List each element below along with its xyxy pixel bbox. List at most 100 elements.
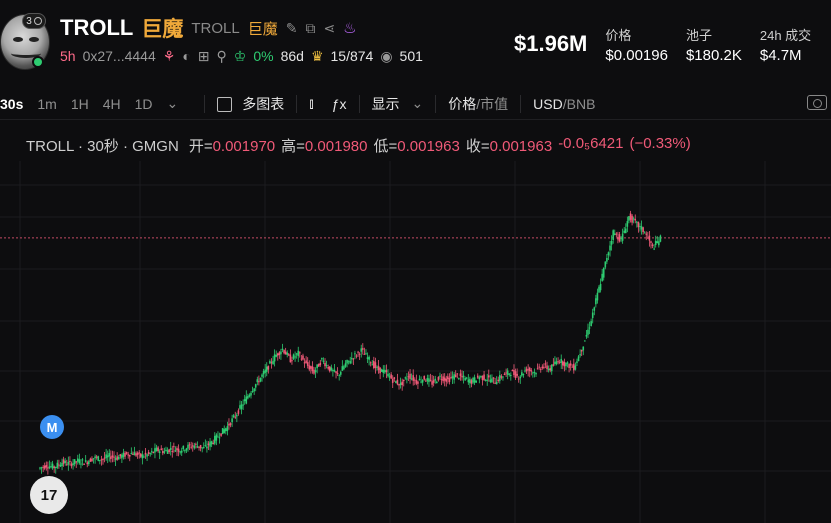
candle-type-icon[interactable]: ⫾ xyxy=(309,95,314,111)
candle xyxy=(231,414,233,427)
interval-1h[interactable]: 1H xyxy=(70,95,89,112)
meta-row: 5h 0x27...4444 ⚘ ◐ ⊞ ⚲ ♔ 0% 86d ♛ 15/874… xyxy=(60,46,423,66)
candle-body xyxy=(580,349,583,352)
candle xyxy=(215,433,218,446)
candle xyxy=(54,466,57,474)
candle xyxy=(431,375,433,388)
tradingview-logo[interactable]: 17 xyxy=(30,476,68,514)
candle-body xyxy=(48,466,51,469)
candle-body xyxy=(654,240,657,246)
candle-body xyxy=(467,379,470,383)
candle xyxy=(376,365,378,371)
candle xyxy=(59,462,62,468)
candle-body xyxy=(497,379,500,382)
candle-body xyxy=(61,462,63,467)
candle xyxy=(418,375,421,381)
contract-address[interactable]: 0x27...4444 xyxy=(82,48,156,64)
candle xyxy=(407,371,410,381)
price-toggle[interactable]: 价格 xyxy=(448,95,477,112)
candle-body xyxy=(196,446,199,448)
candle-body xyxy=(599,283,602,291)
candle xyxy=(128,454,131,462)
chart-toolbar: 30s 1m 1H 4H 1D ⌄ 多图表 ⫾ ƒx 显示 ⌄ 价格 / 市值 … xyxy=(0,88,831,120)
candle xyxy=(113,451,115,462)
candle xyxy=(634,214,637,224)
legend-change: -0.0₅6421 xyxy=(558,135,624,152)
candle-body xyxy=(174,450,177,452)
flame-icon: ♨ xyxy=(343,20,357,37)
candle-body xyxy=(54,466,57,468)
intervals-chevron-down-icon[interactable]: ⌄ xyxy=(166,95,179,111)
interval-4h[interactable]: 4H xyxy=(102,95,121,112)
candle-body xyxy=(450,377,452,379)
candle-body xyxy=(338,374,340,376)
candle xyxy=(532,371,534,378)
share-icon[interactable]: ⋖ xyxy=(323,19,336,36)
candle-body xyxy=(173,446,175,448)
candle-body xyxy=(84,460,87,462)
price-chart[interactable]: TROLL · 30秒 · GMGN 开=0.001970 高=0.001980… xyxy=(0,121,831,523)
copy-icon[interactable]: ⧉ xyxy=(305,19,316,36)
candle xyxy=(250,391,252,399)
candle-body xyxy=(64,460,66,464)
candle-body xyxy=(598,286,600,293)
candle-body xyxy=(640,226,643,230)
candle-body xyxy=(371,364,374,366)
dev-icon[interactable]: ◐ xyxy=(182,48,191,64)
candle xyxy=(451,371,454,385)
candle-body xyxy=(59,464,62,467)
candle xyxy=(541,364,544,370)
camera-icon[interactable] xyxy=(807,95,827,110)
candle-body xyxy=(462,375,465,378)
chart-icon[interactable]: ⊞ xyxy=(197,47,210,64)
candle xyxy=(426,374,429,385)
bnb-toggle[interactable]: BNB xyxy=(566,95,596,112)
candle xyxy=(601,269,603,282)
candle xyxy=(265,362,268,377)
candle xyxy=(631,213,633,226)
display-menu[interactable]: 显示 xyxy=(371,95,400,112)
candle xyxy=(355,354,358,359)
candle xyxy=(182,445,185,452)
candle-body xyxy=(250,392,252,396)
candle xyxy=(69,456,71,466)
candle-body xyxy=(302,355,304,360)
candle-body xyxy=(591,312,594,318)
search-icon[interactable]: ⚲ xyxy=(216,47,227,64)
legend-high-label: 高= xyxy=(281,138,305,155)
ohlc-legend: TROLL · 30秒 · GMGN 开=0.001970 高=0.001980… xyxy=(26,135,691,156)
candle-body xyxy=(335,371,337,373)
candle-body xyxy=(398,383,400,386)
candle xyxy=(393,376,396,382)
migration-marker[interactable]: M xyxy=(40,415,64,439)
display-chevron-down-icon[interactable]: ⌄ xyxy=(411,95,424,111)
candle-body xyxy=(388,376,391,378)
mcap-toggle[interactable]: 市值 xyxy=(480,95,509,112)
candle xyxy=(514,368,517,380)
candle xyxy=(111,450,114,463)
interval-1m[interactable]: 1m xyxy=(37,95,57,112)
candle xyxy=(612,229,614,244)
candle-body xyxy=(524,370,526,372)
multi-chart-checkbox[interactable] xyxy=(217,97,233,113)
candle xyxy=(243,394,246,405)
candle xyxy=(417,380,419,390)
candle-body xyxy=(213,436,216,444)
interval-30s[interactable]: 30s xyxy=(0,95,24,112)
multi-chart-toggle[interactable]: 多图表 xyxy=(217,94,284,114)
candle-body xyxy=(102,459,104,461)
edit-icon[interactable]: ✎ xyxy=(285,19,298,36)
candle-body xyxy=(588,327,591,329)
interval-1d[interactable]: 1D xyxy=(134,95,153,112)
usd-toggle[interactable]: USD xyxy=(533,95,563,112)
candle xyxy=(253,387,255,395)
candle-body xyxy=(610,240,613,245)
candle-body xyxy=(440,379,443,381)
indicators-icon[interactable]: ƒx xyxy=(331,95,347,112)
candle xyxy=(385,364,388,379)
candle-body xyxy=(185,448,188,451)
candle xyxy=(221,428,224,435)
candle xyxy=(166,447,169,454)
candle xyxy=(476,373,479,379)
candle-body xyxy=(39,467,41,469)
